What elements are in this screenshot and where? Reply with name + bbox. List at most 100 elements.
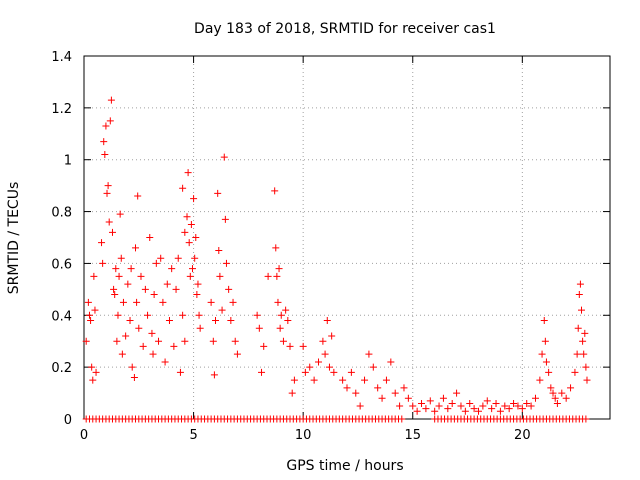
data-point — [365, 350, 373, 358]
data-point — [435, 402, 443, 410]
data-point — [306, 363, 314, 371]
data-point — [299, 342, 307, 350]
data-point — [113, 337, 121, 345]
data-point — [181, 337, 189, 345]
data-point — [258, 368, 266, 376]
data-point — [277, 311, 285, 319]
data-point — [496, 407, 504, 415]
y-tick-label: 1 — [64, 154, 72, 169]
data-point — [128, 363, 136, 371]
data-point — [461, 407, 469, 415]
data-point — [422, 405, 430, 413]
data-point — [139, 342, 147, 350]
data-point — [558, 389, 566, 397]
x-tick-label: 5 — [189, 428, 197, 443]
data-point — [122, 332, 130, 340]
data-point — [101, 151, 109, 159]
x-tick-labels: 0 5 10 15 20 — [80, 428, 531, 443]
data-point — [106, 117, 114, 125]
y-tick-label: 0.4 — [51, 309, 72, 324]
data-point — [492, 399, 500, 407]
data-point — [578, 306, 586, 314]
data-point — [253, 311, 261, 319]
y-tick-label: 1.4 — [51, 50, 72, 65]
data-point — [325, 363, 333, 371]
data-point — [135, 324, 143, 332]
data-point — [161, 358, 169, 366]
data-point — [126, 316, 134, 324]
data-point — [216, 272, 224, 280]
data-point — [518, 405, 526, 413]
data-point — [466, 399, 474, 407]
data-point — [179, 311, 187, 319]
data-point — [183, 213, 191, 221]
data-point — [580, 350, 588, 358]
data-point — [188, 265, 196, 273]
data-point — [323, 316, 331, 324]
data-point — [505, 405, 513, 413]
data-point — [90, 272, 98, 280]
data-point — [343, 384, 351, 392]
data-point — [89, 376, 97, 384]
data-point — [87, 316, 95, 324]
data-point — [523, 399, 531, 407]
data-point — [501, 402, 509, 410]
data-point — [165, 316, 173, 324]
data-point — [134, 192, 142, 200]
data-point — [387, 358, 395, 366]
data-point — [562, 394, 570, 402]
data-point — [92, 368, 100, 376]
data-point — [418, 399, 426, 407]
data-point — [470, 405, 478, 413]
data-point — [431, 407, 439, 415]
data-point — [391, 389, 399, 397]
data-point — [185, 239, 193, 247]
data-point — [547, 384, 555, 392]
data-point — [100, 138, 108, 146]
data-point — [210, 371, 218, 379]
data-point — [457, 402, 465, 410]
data-point — [264, 272, 272, 280]
y-tick-label: 0 — [64, 413, 72, 428]
data-point — [274, 298, 282, 306]
data-point — [195, 311, 203, 319]
data-point — [159, 298, 167, 306]
data-point — [573, 350, 581, 358]
data-point — [398, 415, 406, 423]
y-tick-label: 1.2 — [51, 102, 72, 117]
data-point — [483, 397, 491, 405]
data-point — [545, 368, 553, 376]
data-point — [176, 368, 184, 376]
data-point — [271, 187, 279, 195]
x-tick-label: 10 — [295, 428, 312, 443]
data-point — [475, 407, 482, 415]
data-point — [107, 96, 115, 104]
data-point — [168, 265, 176, 273]
data-point — [148, 329, 156, 337]
data-point — [181, 228, 189, 236]
data-point — [272, 244, 280, 252]
data-point — [567, 384, 575, 392]
data-point — [225, 285, 233, 293]
data-point — [112, 265, 120, 273]
data-point — [347, 368, 355, 376]
data-point — [155, 337, 163, 345]
data-point — [130, 374, 138, 382]
data-point — [488, 405, 496, 413]
data-point — [321, 350, 329, 358]
data-point — [361, 376, 369, 384]
data-point — [510, 399, 518, 407]
data-point — [116, 210, 124, 218]
data-point — [91, 306, 99, 314]
data-point — [103, 189, 111, 197]
data-point — [541, 337, 549, 345]
data-point — [549, 389, 557, 397]
data-point — [105, 218, 113, 226]
data-point — [284, 316, 292, 324]
data-point — [220, 153, 228, 161]
data-point — [157, 254, 165, 262]
data-point — [276, 324, 284, 332]
y-axis-label: SRMTID / TECUs — [6, 182, 22, 295]
data-point — [315, 358, 323, 366]
